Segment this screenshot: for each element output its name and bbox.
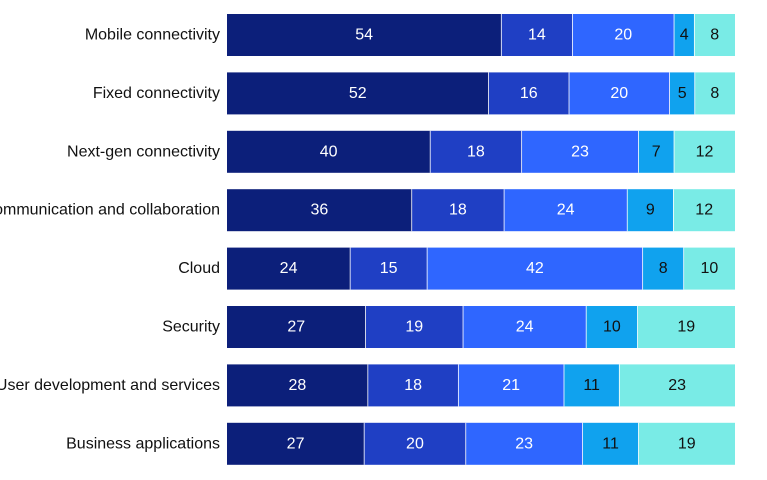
bar-segment xyxy=(227,364,368,407)
value-label: 10 xyxy=(603,319,621,336)
value-label: 27 xyxy=(287,435,305,452)
value-label: 4 xyxy=(680,27,689,44)
bar-segment xyxy=(694,14,735,56)
bar-segment xyxy=(627,189,674,232)
value-label: 24 xyxy=(516,319,534,336)
value-label: 54 xyxy=(355,27,373,44)
bar-segment xyxy=(521,130,639,173)
bar-segment xyxy=(569,72,670,115)
value-label: 20 xyxy=(406,435,424,452)
bar-segment xyxy=(227,422,365,465)
value-label: 8 xyxy=(659,260,668,277)
value-label: 20 xyxy=(610,85,628,102)
value-label: 36 xyxy=(310,202,328,219)
bar-segment xyxy=(638,422,735,465)
bar-segment xyxy=(642,247,684,290)
bar-segment xyxy=(227,189,412,232)
bar-segment xyxy=(427,247,643,290)
bar-segment xyxy=(227,306,366,348)
value-label: 52 xyxy=(349,85,367,102)
bar-segment xyxy=(227,72,489,115)
category-label: Business applications xyxy=(66,435,220,452)
category-label: User development and services xyxy=(0,377,220,394)
category-label: Cloud xyxy=(178,260,220,277)
bar-segment xyxy=(365,306,464,348)
bar-segment xyxy=(350,247,428,290)
value-label: 11 xyxy=(602,435,619,452)
value-label: 19 xyxy=(678,435,696,452)
value-label: 23 xyxy=(571,143,589,160)
category-label: Next-gen connectivity xyxy=(67,143,220,160)
value-label: 10 xyxy=(700,260,718,277)
bar-segment xyxy=(582,422,639,465)
bar-segment xyxy=(586,306,638,348)
category-label: Security xyxy=(162,319,220,336)
bar-segment xyxy=(227,14,502,56)
bar-segment xyxy=(227,130,431,173)
category-label: Communication and collaboration xyxy=(0,202,220,219)
value-label: 28 xyxy=(289,377,307,394)
value-label: 15 xyxy=(380,260,398,277)
bar-segment xyxy=(488,72,570,115)
value-label: 18 xyxy=(467,143,485,160)
bar-segment xyxy=(637,306,735,348)
value-label: 42 xyxy=(526,260,544,277)
bar-segment xyxy=(673,189,735,232)
bar-segment xyxy=(694,72,735,115)
bar-segment xyxy=(463,306,587,348)
value-label: 5 xyxy=(678,85,687,102)
value-label: 19 xyxy=(677,319,695,336)
value-label: 20 xyxy=(614,27,632,44)
value-label: 14 xyxy=(528,27,546,44)
bar-segment xyxy=(430,130,522,173)
value-label: 7 xyxy=(652,143,661,160)
value-label: 24 xyxy=(557,202,575,219)
bar-segment xyxy=(364,422,466,465)
bars: 54 14 20 4 8 52 16 20 5 8 40 18 23 7 12 36 18 24 9 12 24 15 42… xyxy=(227,14,735,465)
bar-segment xyxy=(572,14,675,56)
value-label: 19 xyxy=(405,319,423,336)
bar-segment xyxy=(619,364,735,407)
category-labels: Mobile connectivity Fixed connectivity Nex… xyxy=(0,27,220,453)
value-label: 40 xyxy=(320,143,338,160)
value-label: 12 xyxy=(696,143,714,160)
value-label: 8 xyxy=(710,27,719,44)
bar-segment xyxy=(674,130,735,173)
bar-segment xyxy=(501,14,573,56)
bar-segment xyxy=(683,247,735,290)
bar-segment xyxy=(367,364,459,407)
bar-segment xyxy=(669,72,695,115)
bar-segment xyxy=(563,364,620,407)
value-label: 8 xyxy=(710,85,719,102)
value-label: 18 xyxy=(404,377,422,394)
value-label: 16 xyxy=(520,85,538,102)
bar-segment xyxy=(674,14,695,56)
value-label: 12 xyxy=(695,202,713,219)
bar-segment xyxy=(411,189,505,232)
value-label: 27 xyxy=(287,319,305,336)
value-label: 11 xyxy=(583,377,600,394)
bar-segment xyxy=(458,364,564,407)
category-label: Fixed connectivity xyxy=(93,85,220,102)
value-label: 24 xyxy=(280,260,298,277)
bar-segment xyxy=(227,247,351,290)
bar-segment xyxy=(504,189,628,232)
value-label: 23 xyxy=(668,377,686,394)
value-label: 23 xyxy=(515,435,533,452)
value-label: 18 xyxy=(449,202,467,219)
bar-segment xyxy=(465,422,583,465)
value-label: 21 xyxy=(502,377,520,394)
value-label: 9 xyxy=(646,202,655,219)
category-label: Mobile connectivity xyxy=(85,27,220,44)
bar-segment xyxy=(638,130,675,173)
